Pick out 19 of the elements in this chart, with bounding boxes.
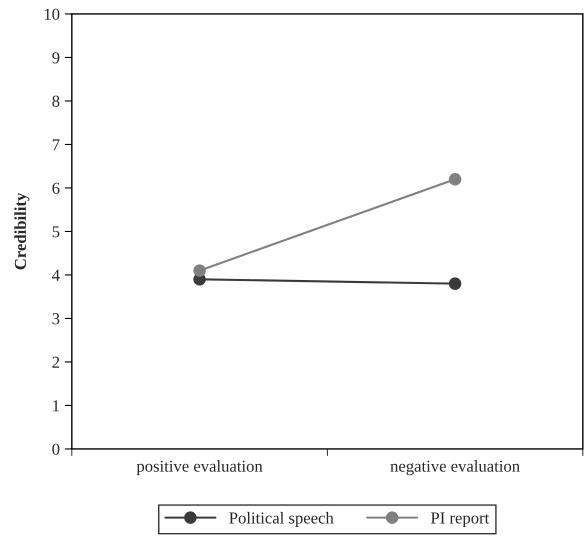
y-tick-label: 6 xyxy=(52,182,60,194)
x-tick-label: negative evaluation xyxy=(390,460,520,476)
y-tick-label: 7 xyxy=(52,139,60,150)
y-tick-label: 9 xyxy=(52,52,60,64)
y-tick-label: 4 xyxy=(52,270,60,281)
y-tick-label: 1 xyxy=(53,400,60,412)
x-tick-label: positive evaluation xyxy=(136,460,263,476)
point xyxy=(448,277,462,290)
legend-label: PI report xyxy=(430,512,490,527)
y-axis-title: Credibility xyxy=(14,192,30,270)
legend-label: Political speech xyxy=(229,512,334,527)
y-tick-label: 3 xyxy=(52,313,60,324)
y-tick-label: 5 xyxy=(52,226,60,238)
y-tick-label: 8 xyxy=(52,96,60,107)
y-tick-label: 2 xyxy=(52,356,60,368)
point xyxy=(448,173,462,186)
y-tick-label: 0 xyxy=(52,444,60,455)
point xyxy=(193,264,206,277)
y-tick-label: 10 xyxy=(44,8,60,20)
